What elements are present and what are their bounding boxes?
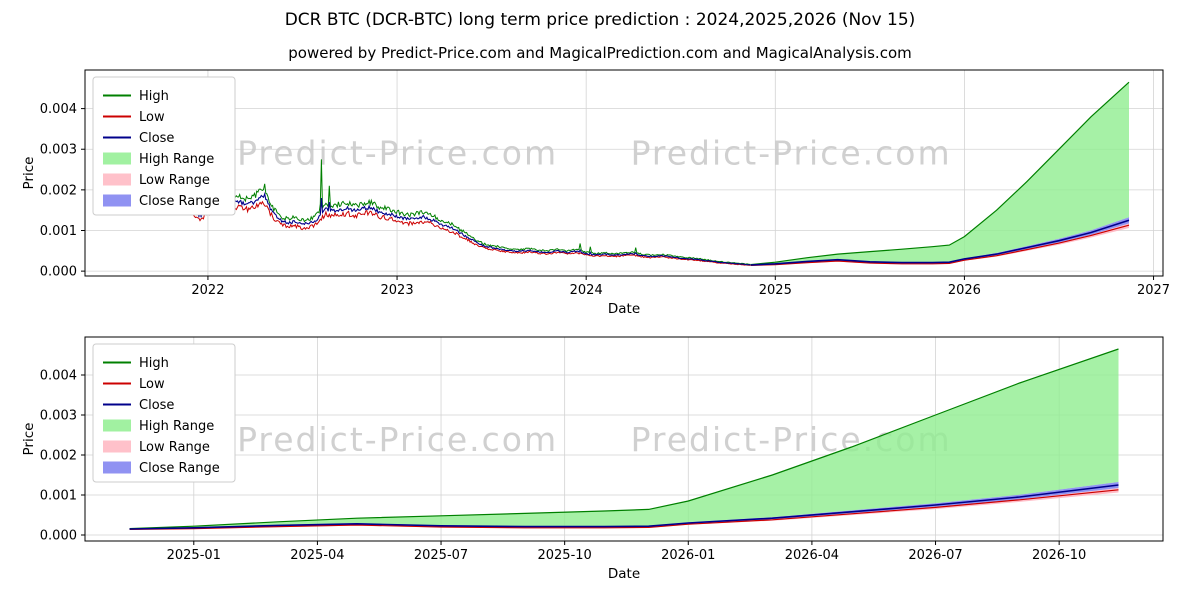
y-tick-label: 0.001 bbox=[40, 489, 77, 504]
x-tick-label: 2026-10 bbox=[1032, 548, 1086, 563]
legend-label: High bbox=[139, 356, 169, 371]
x-tick-label: 2026-04 bbox=[785, 548, 839, 563]
y-tick-label: 0.004 bbox=[40, 102, 77, 117]
watermark: Predict-Price.com bbox=[237, 420, 558, 459]
x-tick-label: 2022 bbox=[191, 283, 224, 298]
x-tick-label: 2024 bbox=[570, 283, 603, 298]
x-tick-label: 2025-04 bbox=[290, 548, 344, 563]
plot-border bbox=[84, 336, 1164, 542]
legend-swatch-patch bbox=[103, 461, 131, 474]
legend-label: High Range bbox=[139, 152, 214, 167]
figure-title: DCR BTC (DCR-BTC) long term price predic… bbox=[284, 10, 916, 30]
high-line bbox=[173, 112, 751, 265]
x-tick-label: 2026-01 bbox=[661, 548, 715, 563]
legend-label: High Range bbox=[139, 419, 214, 434]
low-line bbox=[173, 124, 751, 266]
legend-label: Low Range bbox=[139, 173, 210, 188]
forecast-close-line bbox=[750, 219, 1130, 266]
forecast-low-line bbox=[129, 489, 1119, 530]
forecast-chart: Predict-Price.com Predict-Price.com2025-0… bbox=[21, 336, 1164, 582]
y-tick-label: 0.002 bbox=[40, 449, 77, 464]
legend-label: Low bbox=[139, 110, 165, 125]
y-tick-label: 0.002 bbox=[40, 183, 77, 198]
x-tick-label: 2027 bbox=[1137, 283, 1170, 298]
x-tick-label: 2025-01 bbox=[167, 548, 221, 563]
x-tick-label: 2025-07 bbox=[414, 548, 468, 563]
legend-swatch-patch bbox=[103, 194, 131, 207]
legend-swatch-patch bbox=[103, 419, 131, 432]
legend-swatch-patch bbox=[103, 173, 131, 186]
y-tick-label: 0.004 bbox=[40, 369, 77, 384]
x-tick-label: 2025 bbox=[759, 283, 792, 298]
legend-label: Close Range bbox=[139, 461, 220, 476]
x-tick-label: 2026 bbox=[948, 283, 981, 298]
close-line bbox=[173, 141, 751, 266]
legend-label: Close Range bbox=[139, 194, 220, 209]
x-tick-label: 2025-10 bbox=[537, 548, 591, 563]
y-tick-label: 0.001 bbox=[40, 224, 77, 239]
y-tick-label: 0.000 bbox=[40, 529, 77, 544]
y-tick-label: 0.003 bbox=[40, 409, 77, 424]
legend-label: Low Range bbox=[139, 440, 210, 455]
watermark: Predict-Price.com bbox=[631, 133, 952, 172]
forecast-close-line bbox=[129, 484, 1119, 530]
x-axis-label: Date bbox=[608, 566, 640, 582]
x-axis-label: Date bbox=[608, 301, 640, 317]
legend-label: Low bbox=[139, 377, 165, 392]
legend-label: High bbox=[139, 89, 169, 104]
forecast-high-line bbox=[129, 348, 1119, 530]
y-tick-label: 0.003 bbox=[40, 143, 77, 158]
high-range-area bbox=[750, 82, 1129, 265]
y-tick-label: 0.000 bbox=[40, 265, 77, 280]
y-axis-label: Price bbox=[21, 423, 37, 456]
legend-label: Close bbox=[139, 131, 174, 146]
x-tick-label: 2023 bbox=[381, 283, 414, 298]
legend: High Low Close High Range Low Range Close Ran… bbox=[92, 343, 236, 483]
forecast-high-line bbox=[750, 81, 1130, 266]
figure-subtitle: powered by Predict-Price.com and Magical… bbox=[288, 44, 912, 62]
legend: High Low Close High Range Low Range Close Ran… bbox=[92, 76, 236, 216]
plot-border bbox=[84, 69, 1164, 277]
history-and-forecast-chart: Predict-Price.com Predict-Price.com 2022 20… bbox=[21, 69, 1170, 317]
legend-swatch-patch bbox=[103, 440, 131, 453]
legend-label: Close bbox=[139, 398, 174, 413]
y-axis-label: Price bbox=[21, 157, 37, 190]
x-tick-label: 2026-07 bbox=[908, 548, 962, 563]
watermark: Predict-Price.com bbox=[237, 133, 558, 172]
forecast-low-line bbox=[750, 224, 1130, 266]
legend-swatch-patch bbox=[103, 152, 131, 165]
high-range-area bbox=[129, 349, 1119, 529]
